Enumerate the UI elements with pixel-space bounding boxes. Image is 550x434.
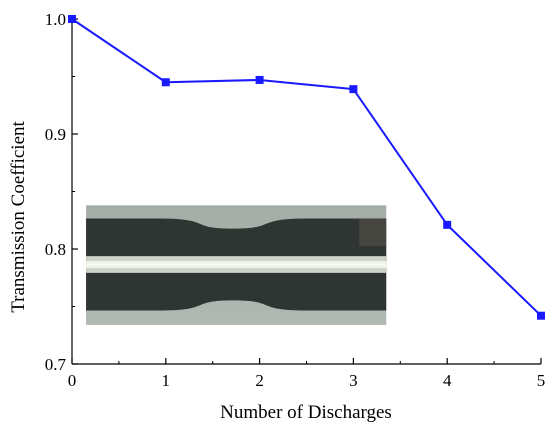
y-tick-label: 1.0 [45, 10, 66, 29]
data-point [537, 311, 545, 320]
y-tick-label: 0.8 [45, 240, 66, 259]
axes: 0 1 2 3 4 5 0.7 0.8 0.9 1.0 [45, 10, 546, 390]
y-axis-title: Transmission Coefficient [8, 120, 29, 312]
data-point [68, 15, 76, 23]
y-tick-label: 0.9 [45, 125, 66, 144]
data-point [349, 85, 358, 94]
x-axis-title: Number of Discharges [220, 402, 392, 423]
y-tick-label: 0.7 [45, 355, 67, 374]
x-tick-label: 4 [443, 371, 452, 390]
series-line [71, 18, 542, 317]
data-point [443, 220, 452, 229]
data-point [255, 75, 264, 84]
x-tick-label: 2 [255, 371, 264, 390]
x-tick-label: 1 [162, 371, 171, 390]
inset-micrograph [86, 205, 387, 325]
series-layer [68, 15, 545, 320]
x-tick-label: 0 [68, 371, 77, 390]
x-tick-label: 3 [349, 371, 358, 390]
data-point [161, 78, 170, 87]
x-tick-label: 5 [537, 371, 546, 390]
